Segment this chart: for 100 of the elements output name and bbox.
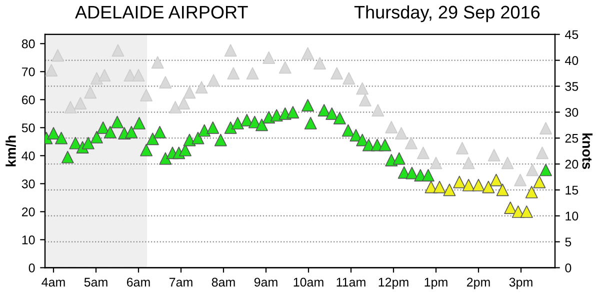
point [520, 205, 533, 218]
point [154, 126, 166, 138]
point [61, 150, 74, 164]
x-tick-label: 8am [212, 278, 235, 287]
point [178, 97, 190, 110]
point [514, 174, 527, 186]
point [224, 44, 237, 57]
point [488, 148, 500, 162]
y-tick-label: 10 [22, 235, 35, 244]
point [504, 202, 517, 214]
y-tick-label: 40 [22, 151, 35, 160]
point [262, 51, 276, 64]
point [169, 100, 182, 114]
point [183, 86, 196, 99]
point [96, 121, 110, 134]
y2-tick-label: 25 [565, 134, 578, 143]
point [456, 142, 468, 154]
point [104, 126, 116, 138]
point [404, 136, 418, 150]
point [125, 126, 138, 138]
point [286, 106, 300, 118]
point [47, 127, 60, 140]
x-tick-label: 7am [169, 278, 192, 287]
x-tick-label: 1pm [424, 278, 448, 290]
point [482, 180, 495, 194]
point [214, 134, 227, 146]
x-tick-label: 9am [254, 278, 278, 287]
x-tick-label: 11am [336, 278, 366, 287]
point [140, 88, 153, 102]
point [422, 169, 434, 182]
x-tick-label: 4am [42, 278, 65, 287]
x-tick-label: 3pm [509, 278, 532, 290]
y2-tick-label: 45 [565, 30, 578, 40]
point [159, 76, 172, 89]
point [443, 184, 456, 196]
point [278, 61, 292, 74]
point [206, 121, 220, 134]
point [378, 138, 392, 152]
point [333, 112, 346, 124]
x-tick-label: 10am [294, 278, 324, 287]
point [151, 56, 164, 69]
point [82, 136, 94, 150]
point [195, 81, 208, 94]
y2-tick-label: 0 [565, 264, 572, 272]
y-tick-label: 60 [22, 95, 35, 104]
chart-title: ADELAIDE AIRPORT [75, 6, 248, 19]
y-axis-title: km/h [6, 136, 16, 166]
point [132, 69, 145, 82]
point [302, 99, 314, 112]
y-tick-label: 20 [22, 207, 35, 216]
y-tick-label: 80 [22, 39, 35, 48]
y-tick-label: 50 [22, 123, 35, 132]
x-tick-label: 6am [126, 278, 150, 287]
point [74, 97, 87, 110]
point [417, 146, 430, 160]
point [496, 184, 509, 196]
point [231, 116, 244, 130]
point [64, 100, 77, 114]
point [52, 49, 64, 62]
y-tick-label: 30 [22, 179, 35, 188]
point [358, 94, 372, 106]
y-tick-label: 0 [28, 264, 35, 272]
point [472, 178, 485, 192]
y2-tick-label: 40 [565, 56, 578, 65]
point [406, 166, 418, 180]
point [146, 132, 159, 146]
point [302, 47, 314, 60]
point [304, 116, 317, 130]
point [314, 57, 326, 70]
y2-tick-label: 30 [565, 108, 578, 117]
point [462, 178, 475, 192]
x-tick-label: 12pm [378, 278, 408, 290]
point [453, 176, 466, 188]
point [84, 86, 97, 99]
point [159, 152, 172, 165]
point [526, 164, 539, 176]
point [256, 118, 268, 132]
point [90, 130, 103, 144]
point [318, 104, 330, 117]
point [224, 121, 237, 134]
point [501, 156, 514, 170]
point [111, 116, 124, 128]
point [540, 122, 552, 134]
x-tick-label: 2pm [466, 278, 490, 290]
point [533, 176, 546, 188]
point [112, 44, 124, 57]
point [385, 120, 398, 134]
point [512, 205, 524, 218]
point [98, 69, 111, 82]
point [536, 146, 548, 160]
point [424, 180, 438, 194]
point [525, 186, 538, 198]
point [342, 124, 354, 137]
point [45, 64, 58, 76]
point [342, 72, 356, 85]
y2-tick-label: 10 [566, 212, 578, 221]
point [132, 116, 146, 130]
y2-tick-label: 20 [565, 160, 578, 169]
point [326, 107, 338, 120]
point [392, 152, 406, 165]
